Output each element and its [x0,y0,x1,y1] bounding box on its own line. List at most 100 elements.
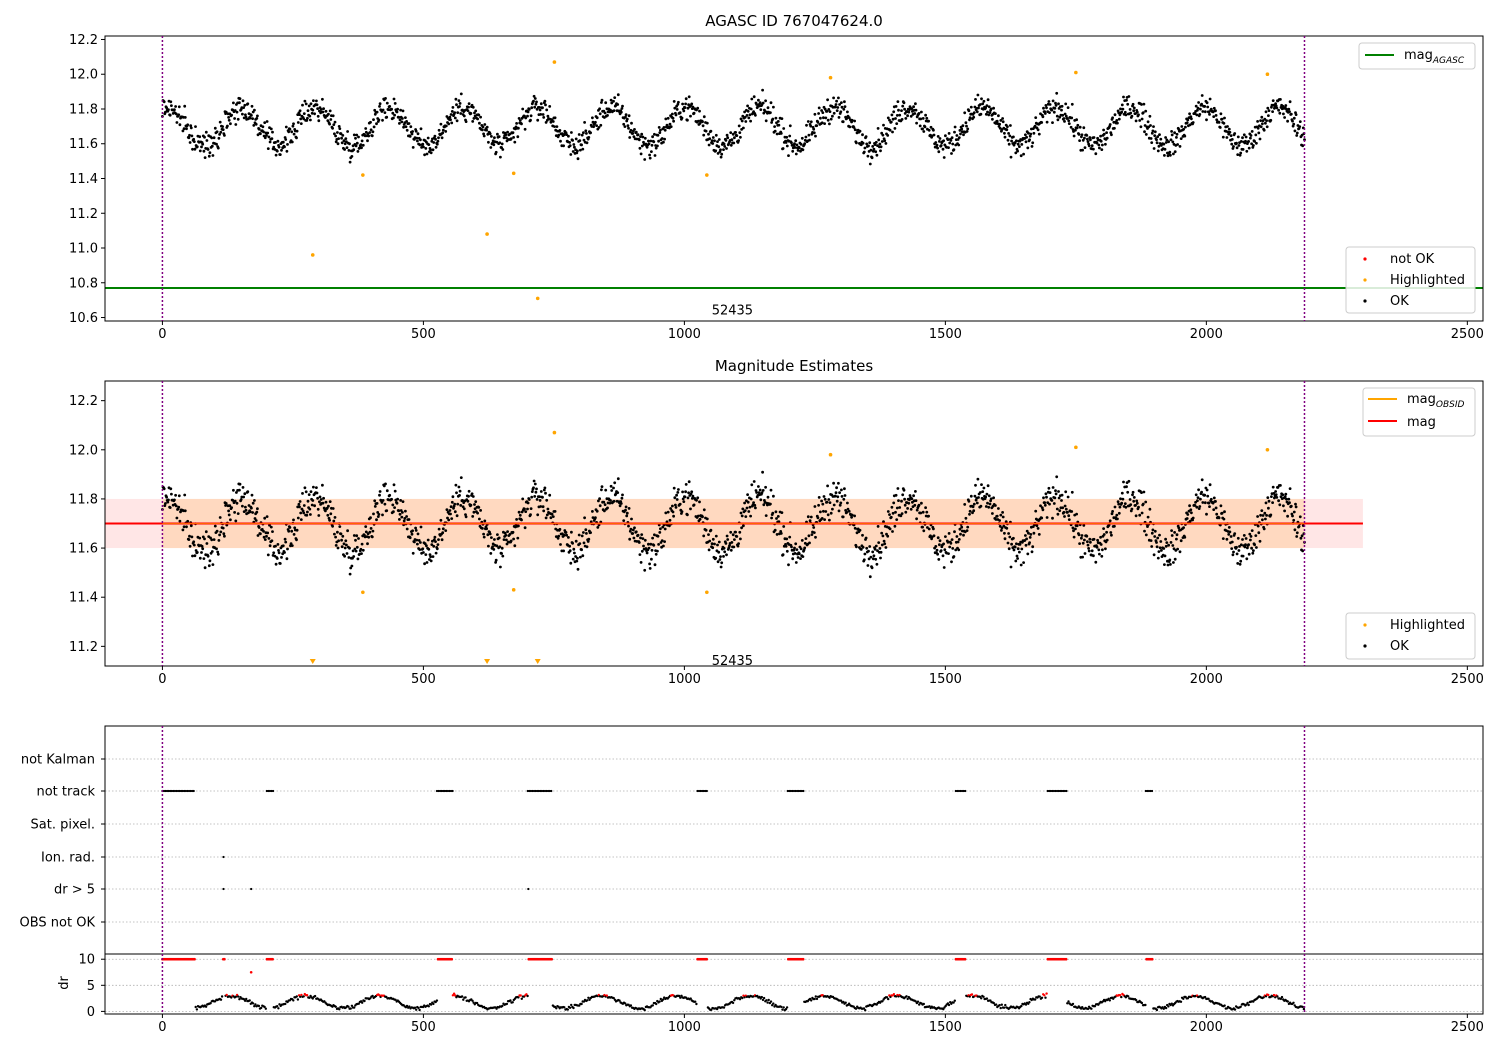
ok-point [653,563,657,567]
ok-point [1137,505,1140,509]
ok-point [568,144,572,148]
ok-point [434,540,437,543]
ok-point [942,542,945,546]
ok-point [1057,490,1060,493]
ok-point [1151,129,1155,133]
flag-event-point [794,789,797,793]
ok-point [1105,538,1109,542]
ok-point [894,493,898,497]
ok-point [1156,149,1160,153]
ok-point [298,500,302,503]
ok-point [318,495,322,499]
ok-point [373,499,377,503]
ok-point [390,497,393,501]
ok-point [281,544,285,548]
ok-point [886,510,890,513]
ok-point [671,116,675,120]
ok-point [479,509,482,512]
ok-point [1285,497,1288,501]
ok-point [681,497,685,501]
ok-point [373,505,377,508]
ok-point [1075,126,1079,130]
dr-point [220,995,224,998]
ok-point [186,519,190,523]
dr-point [237,995,240,998]
ok-point [819,116,822,120]
ok-point [863,552,867,556]
ok-point [997,114,1000,118]
ok-point [1120,103,1124,107]
dr-point [887,997,890,1001]
ok-point [1027,131,1030,135]
ok-point [796,556,800,559]
ok-point [1001,117,1004,120]
ok-point [847,116,851,120]
ok-point [1003,531,1006,535]
ok-point [1041,115,1045,119]
ok-point [1070,116,1074,120]
ok-point [293,526,297,530]
ok-point [398,512,402,516]
ok-point [794,139,798,143]
ok-point [168,506,172,509]
ok-point [1203,110,1207,114]
ok-point [177,494,181,498]
ok-point [407,122,411,125]
ok-point [1164,141,1168,144]
ok-point [664,117,668,121]
dr-point [839,999,843,1002]
flag-event-point [1063,789,1067,793]
dr-point [394,998,397,1001]
ok-point [267,135,271,139]
ok-point [207,564,211,568]
dr-point [679,996,682,999]
ok-point [571,541,574,545]
ok-point [430,543,434,546]
ok-point [1129,111,1133,115]
ok-point [757,491,761,494]
ok-point [558,527,562,531]
ok-point [189,524,193,528]
ok-point [1287,497,1291,501]
ok-point [937,150,941,154]
ok-point [1105,131,1108,135]
dr-point [357,1002,360,1005]
ok-point [1266,496,1270,499]
ok-point [343,554,346,558]
ok-point [542,509,546,513]
ok-point [397,509,401,513]
ok-point [915,508,919,512]
magnitude-obsid-label: 52435 [712,654,753,669]
ok-point [616,491,620,494]
ok-point [1248,532,1252,536]
ok-point [1078,139,1081,143]
dr-point [519,994,522,997]
ok-point [1132,499,1136,503]
ok-point [1015,554,1019,558]
ok-point [643,136,647,140]
ok-point [656,133,660,137]
ok-point [574,137,578,141]
ok-point [981,102,985,106]
ok-point [348,546,351,550]
ok-point [1215,118,1219,122]
ok-point [636,533,640,537]
ok-point [997,507,1000,510]
ok-point [265,120,269,123]
ok-point [974,483,977,487]
ok-point [222,532,226,536]
ok-point [381,513,384,517]
ok-point [680,510,684,513]
dr-point [916,1000,920,1003]
flag-row-label: dr > 5 [54,883,95,898]
ok-point [1222,121,1226,125]
ok-point [1288,100,1292,104]
ok-point [200,145,203,149]
ok-point [188,133,191,137]
flag-event-point [1150,789,1154,793]
ok-point [405,128,409,132]
ok-point [714,149,718,153]
ok-point [987,105,991,109]
ok-point [722,148,725,152]
ok-point [224,502,228,505]
